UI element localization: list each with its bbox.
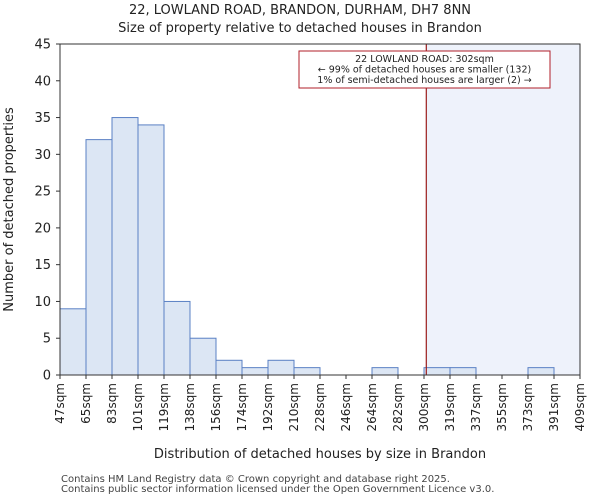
annotation-line: 1% of semi-detached houses are larger (2… [317, 75, 531, 86]
y-axis-label: Number of detached properties [2, 107, 17, 312]
x-tick-label: 391sqm [547, 383, 561, 431]
histogram-bar [189, 337, 217, 376]
annotation-line: 22 LOWLAND ROAD: 302sqm [355, 54, 494, 65]
highlight-region [426, 44, 580, 375]
histogram-bar [371, 367, 399, 376]
x-tick-label: 300sqm [417, 383, 431, 431]
x-tick-label: 174sqm [235, 383, 249, 431]
histogram-bar [527, 367, 555, 376]
chart-title: 22, LOWLAND ROAD, BRANDON, DURHAM, DH7 8… [128, 3, 472, 18]
x-tick-label: 264sqm [365, 383, 379, 431]
x-tick-label: 373sqm [521, 383, 535, 431]
x-tick-label: 282sqm [391, 383, 405, 431]
footer-line-2: Contains public sector information licen… [61, 484, 495, 495]
histogram-bar [137, 124, 165, 376]
histogram-bar [449, 367, 477, 376]
x-tick-label: 246sqm [339, 383, 353, 431]
x-tick-label: 156sqm [209, 383, 223, 431]
histogram-bar [267, 359, 295, 376]
histogram-bar [163, 300, 191, 376]
histogram-bar [111, 117, 139, 376]
y-tick-label: 15 [34, 258, 51, 273]
histogram-bar [423, 367, 451, 376]
annotation-line: ← 99% of detached houses are smaller (13… [318, 65, 531, 76]
chart-subtitle: Size of property relative to detached ho… [118, 21, 482, 36]
histogram-bar [59, 308, 87, 376]
x-tick-label: 47sqm [53, 383, 67, 424]
histogram-bar [215, 359, 243, 376]
x-tick-label: 83sqm [105, 383, 119, 424]
x-tick-label: 119sqm [157, 383, 171, 431]
y-tick-label: 20 [34, 221, 51, 236]
y-tick-label: 30 [34, 148, 51, 163]
histogram-bar [241, 367, 269, 376]
x-tick-label: 355sqm [495, 383, 509, 431]
footer-line-1: Contains HM Land Registry data © Crown c… [61, 474, 450, 485]
histogram-bar [293, 367, 321, 376]
x-tick-label: 228sqm [313, 383, 327, 431]
histogram-bar [85, 139, 113, 376]
x-tick-label: 138sqm [183, 383, 197, 431]
y-tick-label: 25 [34, 185, 51, 200]
x-tick-label: 409sqm [573, 383, 587, 431]
x-tick-label: 337sqm [469, 383, 483, 431]
y-tick-label: 40 [34, 74, 51, 89]
annotation-box [298, 50, 551, 89]
x-tick-label: 319sqm [443, 383, 457, 431]
y-tick-label: 0 [43, 369, 51, 384]
x-tick-label: 65sqm [79, 383, 93, 424]
y-tick-label: 10 [34, 295, 51, 310]
y-tick-label: 5 [43, 332, 51, 347]
x-axis-label: Distribution of detached houses by size … [154, 447, 486, 462]
y-tick-label: 35 [34, 111, 51, 126]
x-tick-label: 192sqm [261, 383, 275, 431]
x-tick-label: 210sqm [287, 383, 301, 431]
x-tick-label: 101sqm [131, 383, 145, 431]
y-tick-label: 45 [34, 38, 51, 53]
